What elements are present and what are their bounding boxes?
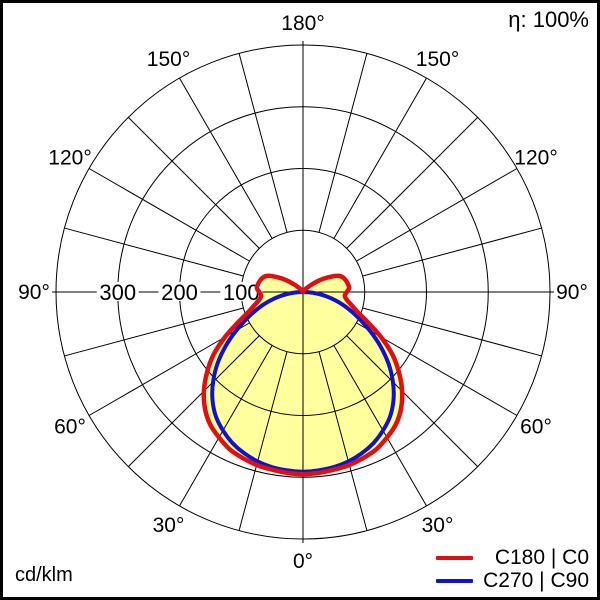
grid-spoke-285 bbox=[64, 307, 244, 357]
ring-label-bg-200 bbox=[158, 282, 201, 301]
angle-label-180: 180° bbox=[281, 12, 324, 35]
ring-label-300: 300 bbox=[99, 280, 136, 305]
angle-label-150-right: 150° bbox=[416, 48, 459, 71]
legend-item-c180-c0: C180 | C0 bbox=[436, 546, 589, 569]
grid-spoke-210 bbox=[179, 77, 273, 239]
grid-spoke-75 bbox=[362, 307, 542, 357]
angle-label-120-left: 120° bbox=[48, 147, 91, 170]
c180-c0-label: C180 | C0 bbox=[494, 545, 589, 569]
polar-chart-canvas: 300 200 100 0° 180° 30° 30° 60° 60° 90° 90° 120° 120… bbox=[18, 12, 588, 573]
grid-spoke-255 bbox=[64, 227, 244, 277]
ring-label-bg-300 bbox=[96, 282, 139, 301]
grid-spoke-105 bbox=[362, 227, 542, 277]
ring-label-100: 100 bbox=[223, 280, 260, 305]
grid-spoke-225 bbox=[127, 116, 260, 249]
grid-spoke-315 bbox=[127, 335, 260, 468]
grid-spoke-150 bbox=[333, 77, 427, 239]
grid-spoke-120 bbox=[356, 168, 518, 262]
grid-spoke-15 bbox=[318, 351, 368, 531]
angle-label-30-left: 30° bbox=[153, 514, 185, 537]
legend-item-c270-c90: C270 | C90 bbox=[436, 569, 589, 592]
c180-c0-curve bbox=[201, 273, 405, 477]
angle-label-150-left: 150° bbox=[147, 48, 190, 71]
grid-spoke-195 bbox=[238, 53, 288, 233]
angle-label-120-right: 120° bbox=[514, 147, 557, 170]
grid-spoke-30 bbox=[333, 345, 427, 507]
ring-label-bg-100 bbox=[220, 282, 263, 301]
grid-spoke-135 bbox=[346, 116, 479, 249]
legend: C180 | C0 C270 | C90 bbox=[436, 546, 589, 592]
grid-spoke-240 bbox=[88, 168, 250, 262]
grid-spoke-330 bbox=[179, 345, 273, 507]
c270-c90-label: C270 | C90 bbox=[483, 568, 589, 592]
c180-c0-line-swatch bbox=[436, 555, 473, 560]
angle-label-30-right: 30° bbox=[422, 514, 454, 537]
c270-c90-line-swatch bbox=[436, 578, 473, 583]
unit-label: cd/klm bbox=[15, 564, 73, 586]
angle-label-0: 0° bbox=[293, 550, 313, 573]
c270-c90-curve bbox=[210, 290, 396, 474]
angle-label-90-left: 90° bbox=[18, 281, 50, 304]
ring-label-200: 200 bbox=[161, 280, 198, 305]
grid-spoke-45 bbox=[346, 335, 479, 468]
angle-label-90-right: 90° bbox=[556, 281, 588, 304]
angle-label-60-left: 60° bbox=[54, 416, 86, 439]
angle-label-60-right: 60° bbox=[520, 416, 552, 439]
grid-spoke-165 bbox=[318, 53, 368, 233]
efficiency-label: η: 100% bbox=[508, 7, 589, 32]
grid-spoke-345 bbox=[238, 351, 288, 531]
